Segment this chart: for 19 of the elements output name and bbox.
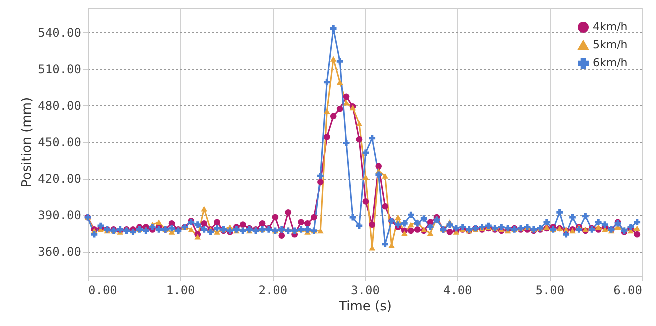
x-tick-label: 6.00 — [614, 284, 642, 298]
y-tick-label: 420.00 — [38, 172, 82, 186]
legend-label: 4km/h — [593, 20, 628, 34]
x-tick-label: 0.00 — [88, 284, 118, 298]
x-axis-title: Time (s) — [338, 300, 392, 314]
y-tick-label: 540.00 — [38, 26, 82, 40]
y-tick-label: 510.00 — [38, 62, 82, 76]
y-tick-label: 360.00 — [38, 245, 82, 260]
x-tick-label: 1.00 — [166, 284, 196, 298]
y-tick-label: 390.00 — [38, 208, 82, 223]
legend-label: 5km/h — [593, 38, 628, 52]
y-axis-title: Position (mm) — [20, 97, 36, 188]
y-tick-label: 480.00 — [38, 98, 82, 113]
x-tick-label: 5.00 — [536, 284, 565, 298]
x-tick-label: 2.00 — [258, 284, 288, 298]
legend-label: 6km/h — [593, 56, 628, 70]
y-tick-label: 450.00 — [38, 136, 82, 150]
x-tick-label: 4.00 — [443, 284, 472, 298]
x-tick-label: 3.00 — [351, 284, 380, 298]
